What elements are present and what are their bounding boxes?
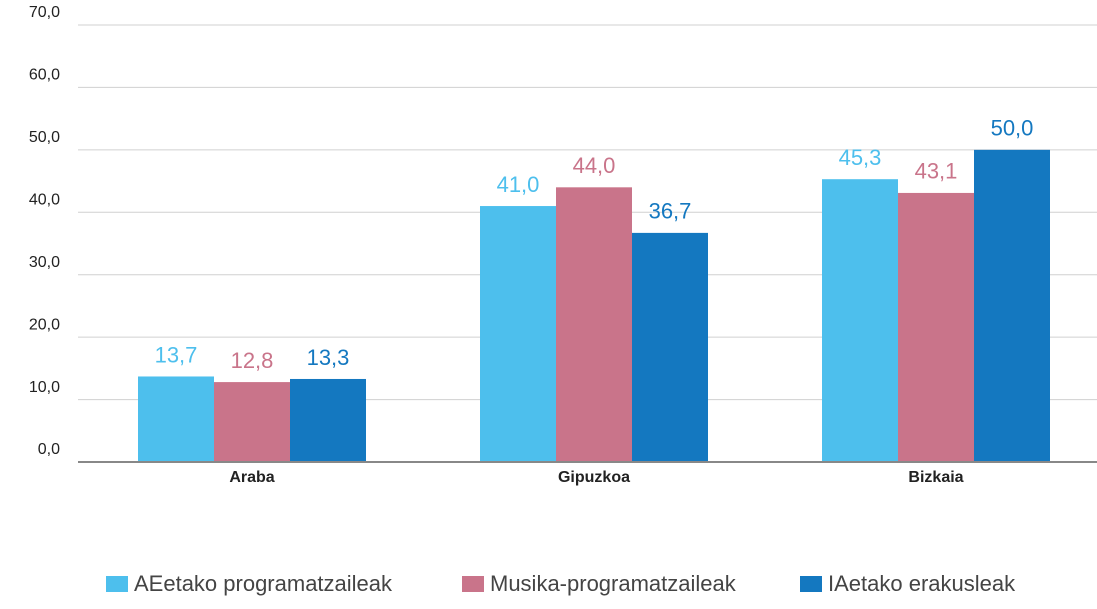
legend-swatch bbox=[462, 576, 484, 592]
bar bbox=[632, 232, 708, 462]
y-tick-label: 0,0 bbox=[38, 441, 60, 458]
y-tick-label: 10,0 bbox=[29, 379, 60, 396]
bar bbox=[290, 378, 366, 462]
bar bbox=[822, 179, 898, 462]
value-label: 43,1 bbox=[915, 159, 958, 184]
bar bbox=[480, 206, 556, 462]
legend-label: Musika-programatzaileak bbox=[490, 571, 737, 596]
bar bbox=[898, 192, 974, 462]
x-tick-label: Gipuzkoa bbox=[558, 469, 630, 486]
value-label: 41,0 bbox=[497, 172, 540, 197]
bar bbox=[138, 376, 214, 462]
legend-label: IAetako erakusleak bbox=[828, 571, 1016, 596]
y-tick-label: 30,0 bbox=[29, 254, 60, 271]
bar bbox=[974, 149, 1050, 462]
value-label: 44,0 bbox=[573, 153, 616, 178]
value-label: 45,3 bbox=[839, 145, 882, 170]
bar bbox=[556, 187, 632, 463]
value-label: 12,8 bbox=[231, 348, 274, 373]
x-tick-label: Bizkaia bbox=[908, 469, 963, 486]
y-tick-label: 70,0 bbox=[29, 4, 60, 21]
value-label: 50,0 bbox=[991, 116, 1034, 141]
x-tick-label: Araba bbox=[229, 469, 274, 486]
legend-swatch bbox=[106, 576, 128, 592]
value-label: 13,7 bbox=[155, 342, 198, 367]
bar bbox=[214, 382, 290, 462]
value-label: 13,3 bbox=[307, 345, 350, 370]
legend-label: AEetako programatzaileak bbox=[134, 571, 393, 596]
y-tick-label: 20,0 bbox=[29, 316, 60, 333]
y-tick-label: 50,0 bbox=[29, 129, 60, 146]
value-label: 36,7 bbox=[649, 199, 692, 224]
legend-swatch bbox=[800, 576, 822, 592]
y-tick-label: 40,0 bbox=[29, 192, 60, 209]
y-tick-label: 60,0 bbox=[29, 67, 60, 84]
